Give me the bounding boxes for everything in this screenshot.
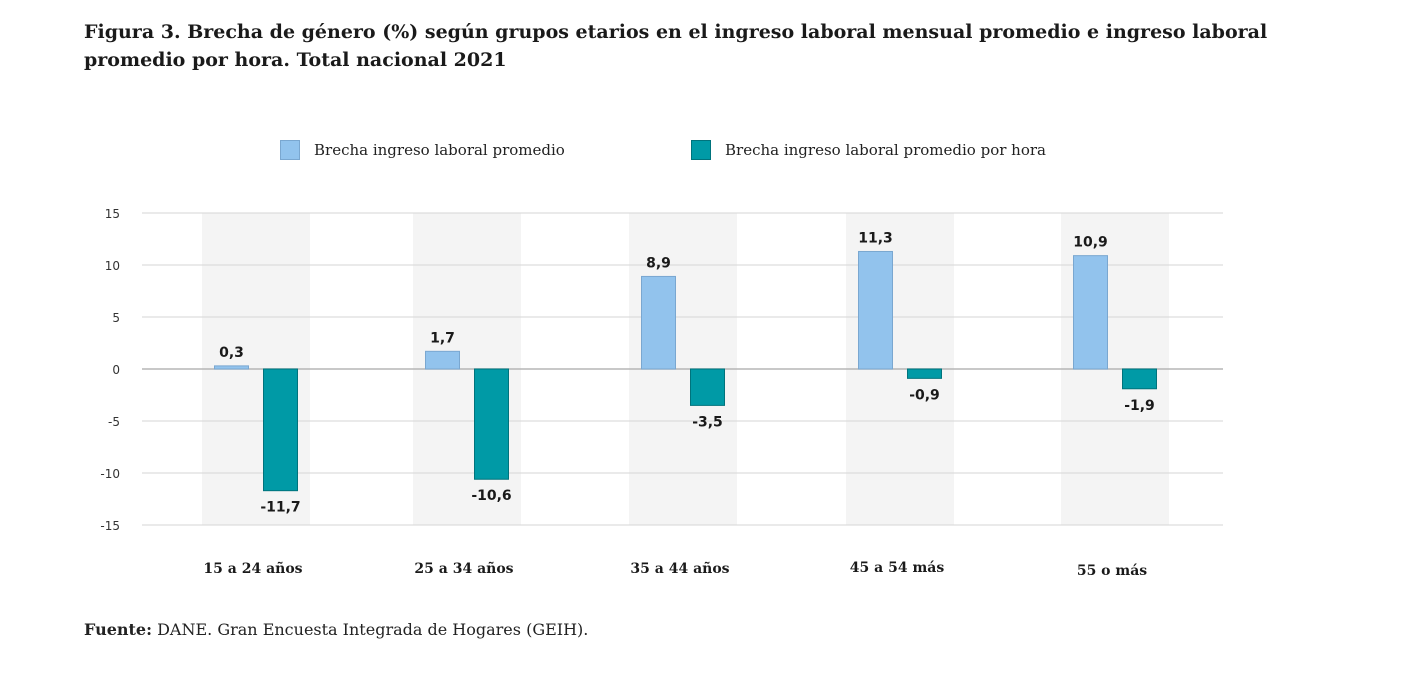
y-tick-label: 10 [105,259,120,273]
data-label: 10,9 [1073,235,1108,251]
y-tick-label: -15 [100,519,120,533]
bar [907,368,942,379]
source-label: Fuente: [84,620,152,639]
bar [858,250,893,370]
bar [690,368,725,406]
source-note: Fuente: DANE. Gran Encuesta Integrada de… [84,620,588,639]
legend-swatch-teal [691,140,711,160]
bar [214,365,249,370]
data-label: -11,7 [260,500,300,516]
x-category-label: 45 a 54 más [850,560,945,576]
bar [641,275,676,370]
bar [425,350,460,370]
y-tick-label: -5 [108,415,120,429]
x-category-label: 35 a 44 años [630,560,729,577]
y-tick-label: 0 [112,363,120,377]
bar-chart: 15 10 5 0 -5 -10 -15 0,3 1,7 8,9 11,3 10,9 -11,7 -10,… [100,207,1223,579]
x-category-label: 25 a 34 años [414,560,513,577]
y-tick-label: 15 [105,207,120,221]
bar [474,368,509,480]
legend-label: Brecha ingreso laboral promedio por hora [725,141,1046,159]
data-label: -3,5 [692,414,723,430]
legend: Brecha ingreso laboral promedio Brecha i… [0,140,1417,164]
data-label: -0,9 [909,387,940,403]
data-label: -10,6 [471,488,511,504]
x-category-label: 15 a 24 años [203,560,302,577]
x-category-label: 55 o más [1077,563,1147,579]
legend-swatch-light-blue [280,140,300,160]
chart-title: Figura 3. Brecha de género (%) según gru… [84,21,1268,71]
bar [1073,255,1108,370]
bar [1122,368,1157,390]
y-tick-label: -10 [100,467,120,481]
legend-label: Brecha ingreso laboral promedio [314,141,565,159]
bar [263,368,298,492]
source-text: DANE. Gran Encuesta Integrada de Hogares… [157,620,589,639]
data-label: 8,9 [646,255,671,271]
legend-item-ingreso-promedio: Brecha ingreso laboral promedio [280,140,565,160]
data-label: -1,9 [1124,398,1155,414]
data-label: 0,3 [219,345,244,361]
y-tick-label: 5 [112,311,120,325]
data-label: 1,7 [430,330,455,346]
legend-item-ingreso-por-hora: Brecha ingreso laboral promedio por hora [691,140,1046,160]
data-label: 11,3 [858,230,893,246]
